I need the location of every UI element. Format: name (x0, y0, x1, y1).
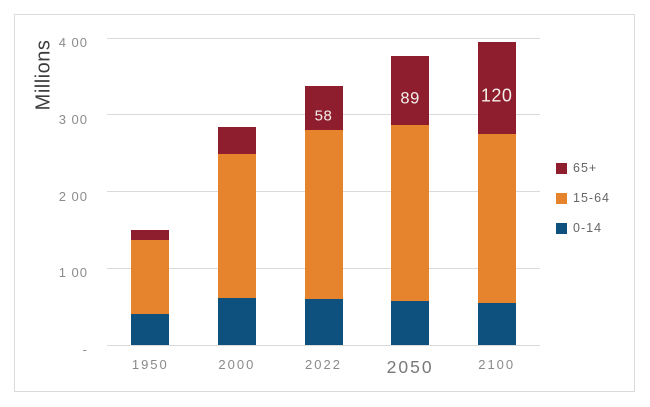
x-tick-2100: 2100 (478, 357, 516, 372)
bar-2050: 89 (391, 38, 430, 345)
bar-2022-age-15-64[interactable] (304, 130, 343, 299)
y-tick-400: 4 00 (58, 35, 88, 50)
bar-2050-age-0-14[interactable] (391, 300, 430, 345)
y-tick-0: - (82, 342, 88, 357)
bar-1950-age-65-plus[interactable] (131, 229, 170, 240)
bar-2050-age-15-64[interactable] (391, 124, 430, 301)
bar-2000-age-15-64[interactable] (217, 153, 256, 299)
x-tick-2000: 2000 (218, 357, 256, 372)
gridline-400 (107, 37, 540, 39)
bar-1950-age-0-14[interactable] (131, 313, 170, 345)
x-tick-1950: 1950 (131, 357, 169, 372)
bar-2050-age-65-plus[interactable]: 89 (391, 56, 430, 125)
bar-2100-age-0-14[interactable] (477, 302, 516, 345)
legend-item-age-15-64[interactable]: 15-64 (556, 191, 610, 205)
bar-2022-age-65-plus[interactable]: 58 (304, 85, 343, 131)
bar-1950 (131, 38, 170, 345)
y-tick-300: 3 00 (58, 111, 88, 127)
data-label-2022-age-65-plus: 58 (314, 107, 333, 125)
legend-item-age-0-14[interactable]: 0-14 (556, 221, 610, 235)
bar-2000 (217, 38, 256, 345)
bar-2022-age-0-14[interactable] (304, 298, 343, 345)
y-tick-100: 1 00 (58, 265, 88, 281)
y-tick-200: 2 00 (58, 188, 88, 204)
plot-area: 58 89 120 (107, 37, 540, 346)
legend-item-age-65-plus[interactable]: 65+ (556, 161, 610, 175)
data-label-2100-age-65-plus: 120 (480, 85, 513, 106)
gridline-0 (107, 344, 540, 346)
bar-2100: 120 (477, 38, 516, 345)
legend-label: 0-14 (573, 221, 603, 235)
x-tick-2022: 2022 (305, 357, 342, 372)
bar-1950-age-15-64[interactable] (131, 239, 170, 314)
bar-2000-age-0-14[interactable] (217, 298, 256, 345)
legend-label: 65+ (573, 161, 598, 175)
bar-2100-age-15-64[interactable] (477, 133, 516, 303)
data-label-2050-age-65-plus: 89 (400, 89, 420, 108)
legend-swatch-icon (556, 162, 567, 174)
bar-2022: 58 (304, 38, 343, 345)
legend-label: 15-64 (573, 191, 610, 205)
legend: 65+ 15-64 0-14 (556, 161, 610, 251)
bar-2000-age-65-plus[interactable] (217, 127, 256, 154)
bar-2100-age-65-plus[interactable]: 120 (477, 41, 516, 134)
x-tick-2050: 2050 (386, 357, 434, 377)
legend-swatch-icon (556, 222, 567, 234)
legend-swatch-icon (556, 192, 567, 204)
